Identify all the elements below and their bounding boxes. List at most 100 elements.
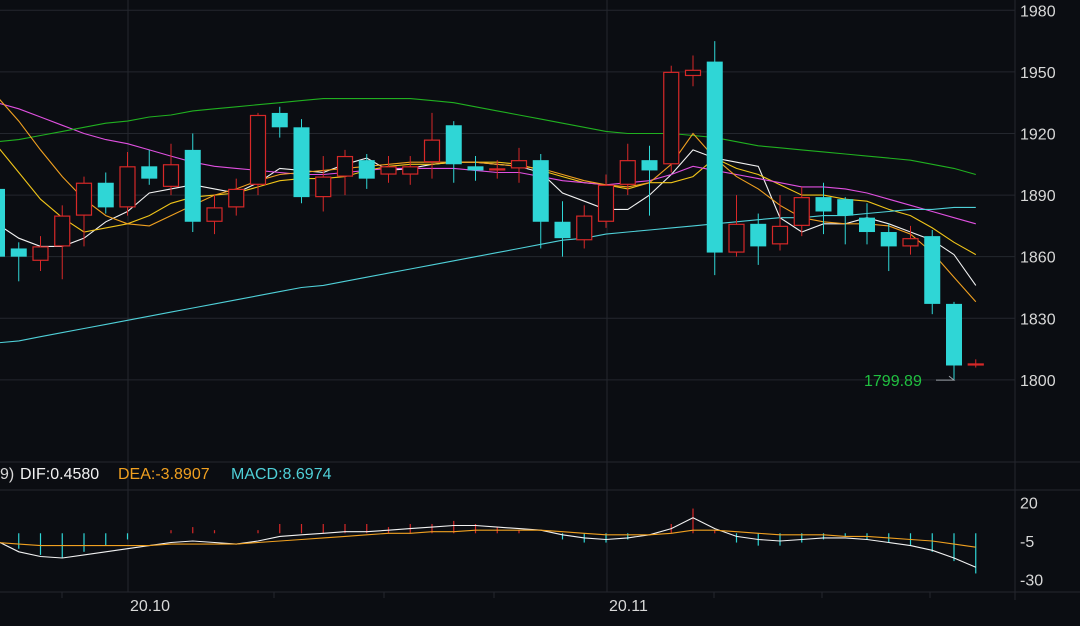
candle-body bbox=[97, 182, 114, 208]
candle bbox=[576, 205, 593, 249]
candle-body bbox=[336, 155, 354, 177]
candle-body bbox=[684, 69, 702, 77]
macd-header-prefix: 9) bbox=[0, 466, 15, 483]
candle bbox=[293, 119, 310, 204]
candle-body bbox=[771, 225, 789, 245]
candle bbox=[946, 301, 962, 380]
candle bbox=[489, 160, 506, 179]
candle bbox=[619, 143, 636, 196]
candle bbox=[228, 178, 245, 216]
candle bbox=[510, 147, 528, 183]
candle-body bbox=[576, 215, 593, 241]
candle bbox=[532, 154, 549, 249]
candle bbox=[728, 195, 745, 257]
candle bbox=[467, 156, 484, 181]
candle bbox=[0, 188, 5, 257]
candle-body bbox=[750, 223, 767, 247]
candle-body bbox=[489, 168, 506, 171]
candle bbox=[402, 156, 419, 185]
candle bbox=[315, 156, 332, 212]
y-tick-label: 1980 bbox=[1020, 3, 1056, 20]
candle bbox=[793, 186, 810, 237]
candle bbox=[902, 225, 919, 255]
candle-body bbox=[510, 160, 528, 169]
candle-body bbox=[728, 223, 745, 253]
candle-body bbox=[815, 197, 832, 212]
candle-body bbox=[641, 160, 658, 171]
y-tick-label: 1920 bbox=[1020, 126, 1056, 143]
candle bbox=[336, 149, 354, 196]
candle-body bbox=[880, 232, 897, 247]
candle bbox=[750, 213, 767, 265]
candle bbox=[54, 205, 71, 280]
candle bbox=[663, 65, 680, 173]
candle-body bbox=[184, 149, 201, 222]
candle bbox=[271, 106, 288, 138]
candle-body bbox=[75, 182, 93, 216]
y-tick-label: 1860 bbox=[1020, 250, 1056, 267]
x-tick-label: 20.10 bbox=[130, 598, 170, 615]
candle bbox=[967, 359, 984, 368]
candle-body bbox=[793, 197, 810, 226]
dea-line bbox=[0, 529, 976, 548]
candle bbox=[119, 151, 136, 216]
candle bbox=[184, 133, 201, 233]
candle bbox=[445, 121, 462, 183]
candle bbox=[141, 149, 158, 185]
candle-body bbox=[946, 303, 962, 366]
macd-y-tick-label: 20 bbox=[1020, 495, 1038, 512]
candle bbox=[162, 143, 180, 196]
macd-label: MACD:8.6974 bbox=[231, 466, 332, 483]
candle bbox=[641, 145, 658, 216]
candle bbox=[380, 156, 397, 183]
candle-body bbox=[837, 199, 854, 216]
candle-body bbox=[293, 127, 310, 198]
candle bbox=[684, 55, 702, 87]
candle-body bbox=[315, 176, 332, 198]
candle-body bbox=[162, 164, 180, 187]
candle bbox=[815, 182, 832, 235]
candle-body bbox=[619, 160, 636, 185]
candle-body bbox=[249, 114, 267, 185]
candle bbox=[859, 203, 875, 245]
candle-body bbox=[228, 188, 245, 208]
candle bbox=[597, 174, 615, 228]
candle bbox=[880, 223, 897, 272]
dif-line bbox=[0, 517, 977, 568]
candle bbox=[706, 41, 723, 276]
ma-line-3 bbox=[0, 102, 976, 225]
ma-line-5 bbox=[0, 206, 976, 344]
last-price-arrow bbox=[936, 375, 956, 381]
x-tick-label: 20.11 bbox=[609, 598, 648, 615]
ma-line-6 bbox=[0, 99, 977, 303]
y-tick-label: 1800 bbox=[1020, 373, 1056, 390]
candle-body bbox=[380, 166, 397, 175]
candle-body bbox=[924, 236, 941, 304]
candle-body bbox=[706, 61, 723, 253]
candle-body bbox=[532, 160, 549, 222]
candle-body bbox=[54, 215, 71, 247]
candle-body bbox=[663, 71, 680, 165]
candle bbox=[206, 195, 223, 235]
ma-line-2 bbox=[0, 148, 977, 256]
dea-label: DEA:-3.8907 bbox=[118, 466, 210, 483]
candle-body bbox=[597, 184, 615, 222]
macd-y-tick-label: -30 bbox=[1020, 573, 1043, 590]
candle-body bbox=[859, 217, 875, 233]
candle-body bbox=[141, 166, 158, 179]
candle bbox=[97, 172, 114, 214]
y-tick-label: 1890 bbox=[1020, 188, 1056, 205]
y-tick-label: 1830 bbox=[1020, 311, 1056, 328]
candle-body bbox=[554, 221, 571, 239]
candle bbox=[75, 176, 93, 247]
candle-body bbox=[423, 139, 441, 163]
dif-label: DIF:0.4580 bbox=[20, 466, 100, 483]
candle bbox=[554, 201, 571, 257]
candle-body bbox=[467, 166, 484, 171]
candle-body bbox=[10, 248, 27, 257]
candle-body bbox=[32, 246, 49, 261]
candle-body bbox=[902, 238, 919, 247]
candle-body bbox=[206, 207, 223, 222]
